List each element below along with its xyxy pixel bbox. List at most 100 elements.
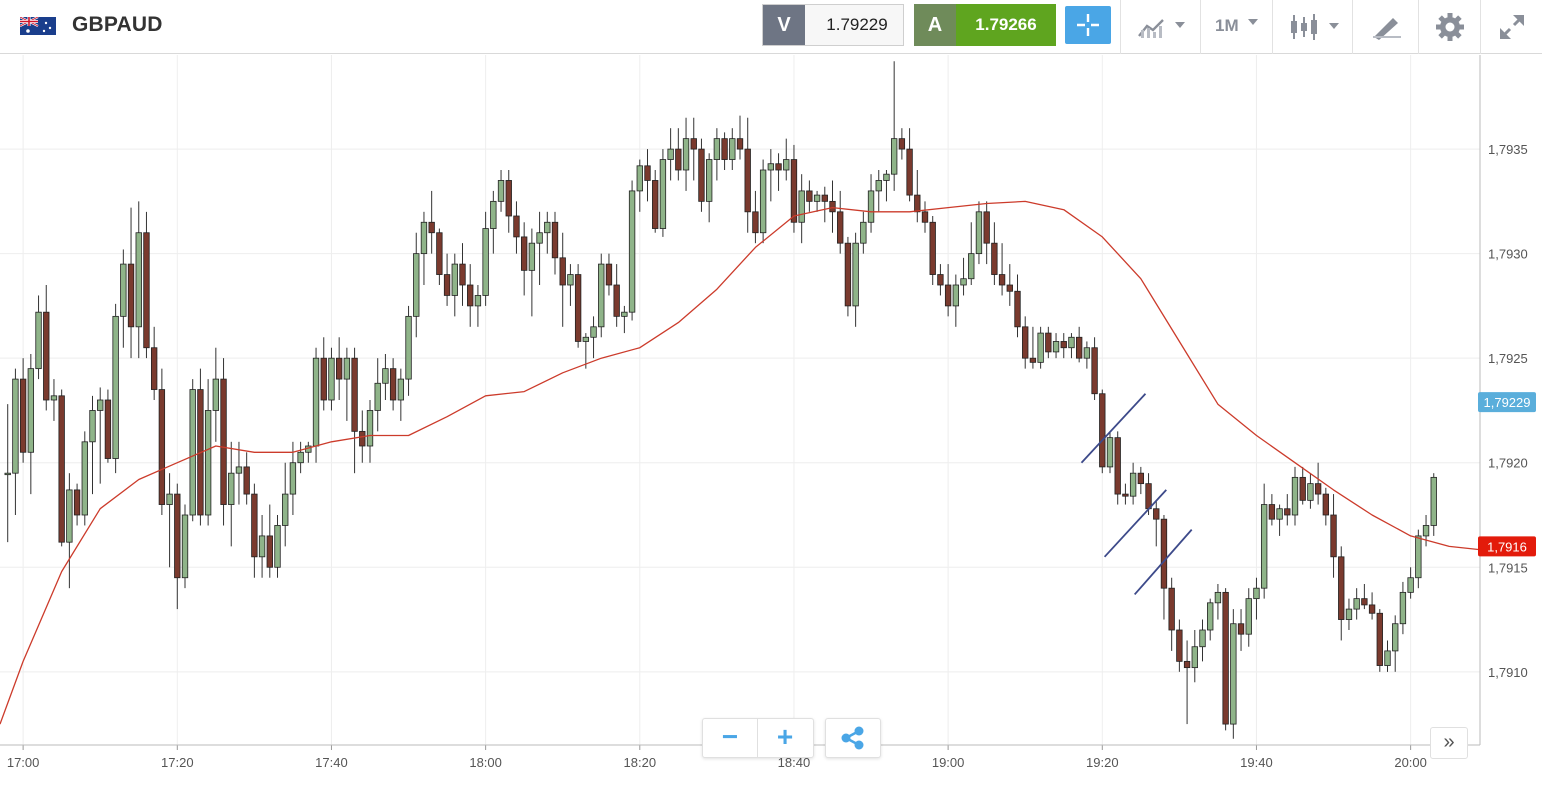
settings-gear-icon [1436, 13, 1464, 41]
candle-bear [520, 236, 528, 271]
candle-bull [682, 138, 690, 171]
candle-bear [43, 311, 50, 401]
candle-bear [73, 489, 81, 516]
fullscreen-icon [1499, 14, 1525, 40]
candle-bull [1083, 347, 1091, 359]
candle-bear [551, 221, 559, 259]
candle-bull [968, 253, 975, 280]
scroll-right-button[interactable]: » [1430, 727, 1468, 759]
candle-bear [1091, 347, 1098, 395]
moving-average-line [0, 200, 1488, 725]
candle-bear [806, 190, 813, 202]
chevron-down-icon [1248, 19, 1258, 25]
candle-bear [359, 430, 366, 447]
sell-label: V [763, 5, 805, 45]
candle-bull [867, 190, 875, 223]
candle-bear [1314, 483, 1322, 495]
zoom-in-icon: + [776, 721, 794, 752]
buy-price-button[interactable]: A 1.79266 [914, 4, 1056, 46]
price-tag [1478, 536, 1536, 557]
candle-bull [274, 525, 281, 568]
candle-bear [389, 368, 397, 401]
candle-bull [66, 489, 73, 543]
y-tick-label: 1,7935 [1488, 142, 1528, 157]
crosshair-button[interactable] [1065, 6, 1111, 44]
candle-bear [243, 466, 250, 495]
candle-bull [35, 311, 42, 370]
candle-bull [497, 180, 505, 202]
candle-bear [698, 148, 705, 202]
candlestick-chart[interactable]: 1,7910 1,7915 1,7920 1,7925 1,7930 1,7935 17:0… [0, 55, 1542, 780]
candle-bear [436, 232, 443, 275]
buy-label: A [914, 4, 956, 46]
candle-bear [335, 357, 343, 380]
x-tick-label: 19:00 [932, 755, 965, 770]
candle-bear [143, 232, 150, 349]
candle-bull [1345, 608, 1353, 620]
candle-bear [127, 263, 135, 328]
candle-bull [235, 466, 243, 474]
timeframe-dropdown[interactable]: 1M [1200, 0, 1272, 54]
candle-bull [328, 357, 335, 401]
candle-bear [937, 274, 944, 286]
candle-bull [860, 221, 867, 244]
candle-bear [1330, 514, 1337, 558]
price-chart[interactable]: 1,7910 1,7915 1,7920 1,7925 1,7930 1,7935 17:0… [0, 55, 1542, 780]
sell-price-button[interactable]: V 1.79229 [762, 4, 904, 46]
candle-bear [574, 274, 582, 342]
candle-bull [1384, 650, 1391, 666]
candle-bear [513, 215, 520, 238]
candle-bear [1099, 393, 1106, 468]
share-button[interactable] [825, 718, 881, 758]
x-tick-label: 17:20 [161, 755, 194, 770]
candle-bear [1338, 556, 1345, 620]
share-icon [841, 726, 864, 750]
scroll-right-icon: » [1443, 731, 1455, 753]
candle-bull [1106, 437, 1114, 468]
zoom-out-icon: − [721, 721, 739, 752]
candle-bear [1284, 508, 1291, 516]
chart-type-button[interactable] [1120, 0, 1200, 54]
candle-bull [297, 451, 304, 464]
candle-bull [1276, 508, 1283, 520]
candle-bear [898, 138, 906, 150]
candle-bear [844, 242, 852, 307]
candle-bull [1253, 587, 1260, 600]
candle-bear [443, 274, 451, 296]
instrument-symbol: GBPAUD [72, 13, 163, 36]
candle-bear [251, 493, 258, 558]
zoom-in-button[interactable]: + [758, 719, 812, 757]
x-tick-label: 17:40 [315, 755, 348, 770]
candle-bear [921, 211, 929, 223]
candle-bull [420, 221, 428, 255]
candle-bear [1268, 504, 1276, 520]
candle-bull [1199, 629, 1206, 648]
candlestick-icon [1291, 14, 1339, 40]
candle-bull [343, 357, 351, 380]
settings-button[interactable] [1418, 0, 1480, 54]
sell-price: 1.79229 [826, 15, 888, 34]
candle-bull [27, 368, 35, 453]
x-tick-label: 18:20 [624, 755, 657, 770]
fullscreen-button[interactable] [1480, 0, 1542, 54]
candle-bear [1122, 493, 1129, 497]
candle-style-button[interactable] [1272, 0, 1352, 54]
drawing-tools-button[interactable] [1352, 0, 1418, 54]
candle-bull [1307, 483, 1314, 501]
candle-bull [1399, 591, 1407, 625]
candle-bear [944, 284, 952, 307]
candle-bear [428, 221, 435, 234]
zoom-out-button[interactable]: − [703, 719, 758, 757]
candle-bear [1322, 493, 1330, 516]
candle-bull [166, 493, 173, 505]
candle-bull [759, 169, 767, 234]
candle-bull [289, 462, 297, 495]
candle-bear [1029, 357, 1037, 363]
zoom-controls: − + [702, 718, 814, 758]
candle-bull [783, 159, 790, 171]
candle-bear [991, 242, 998, 275]
candle-bear [1299, 476, 1306, 501]
candle-bull [667, 148, 674, 160]
candle-bear [906, 148, 913, 196]
candle-bull [81, 441, 88, 516]
